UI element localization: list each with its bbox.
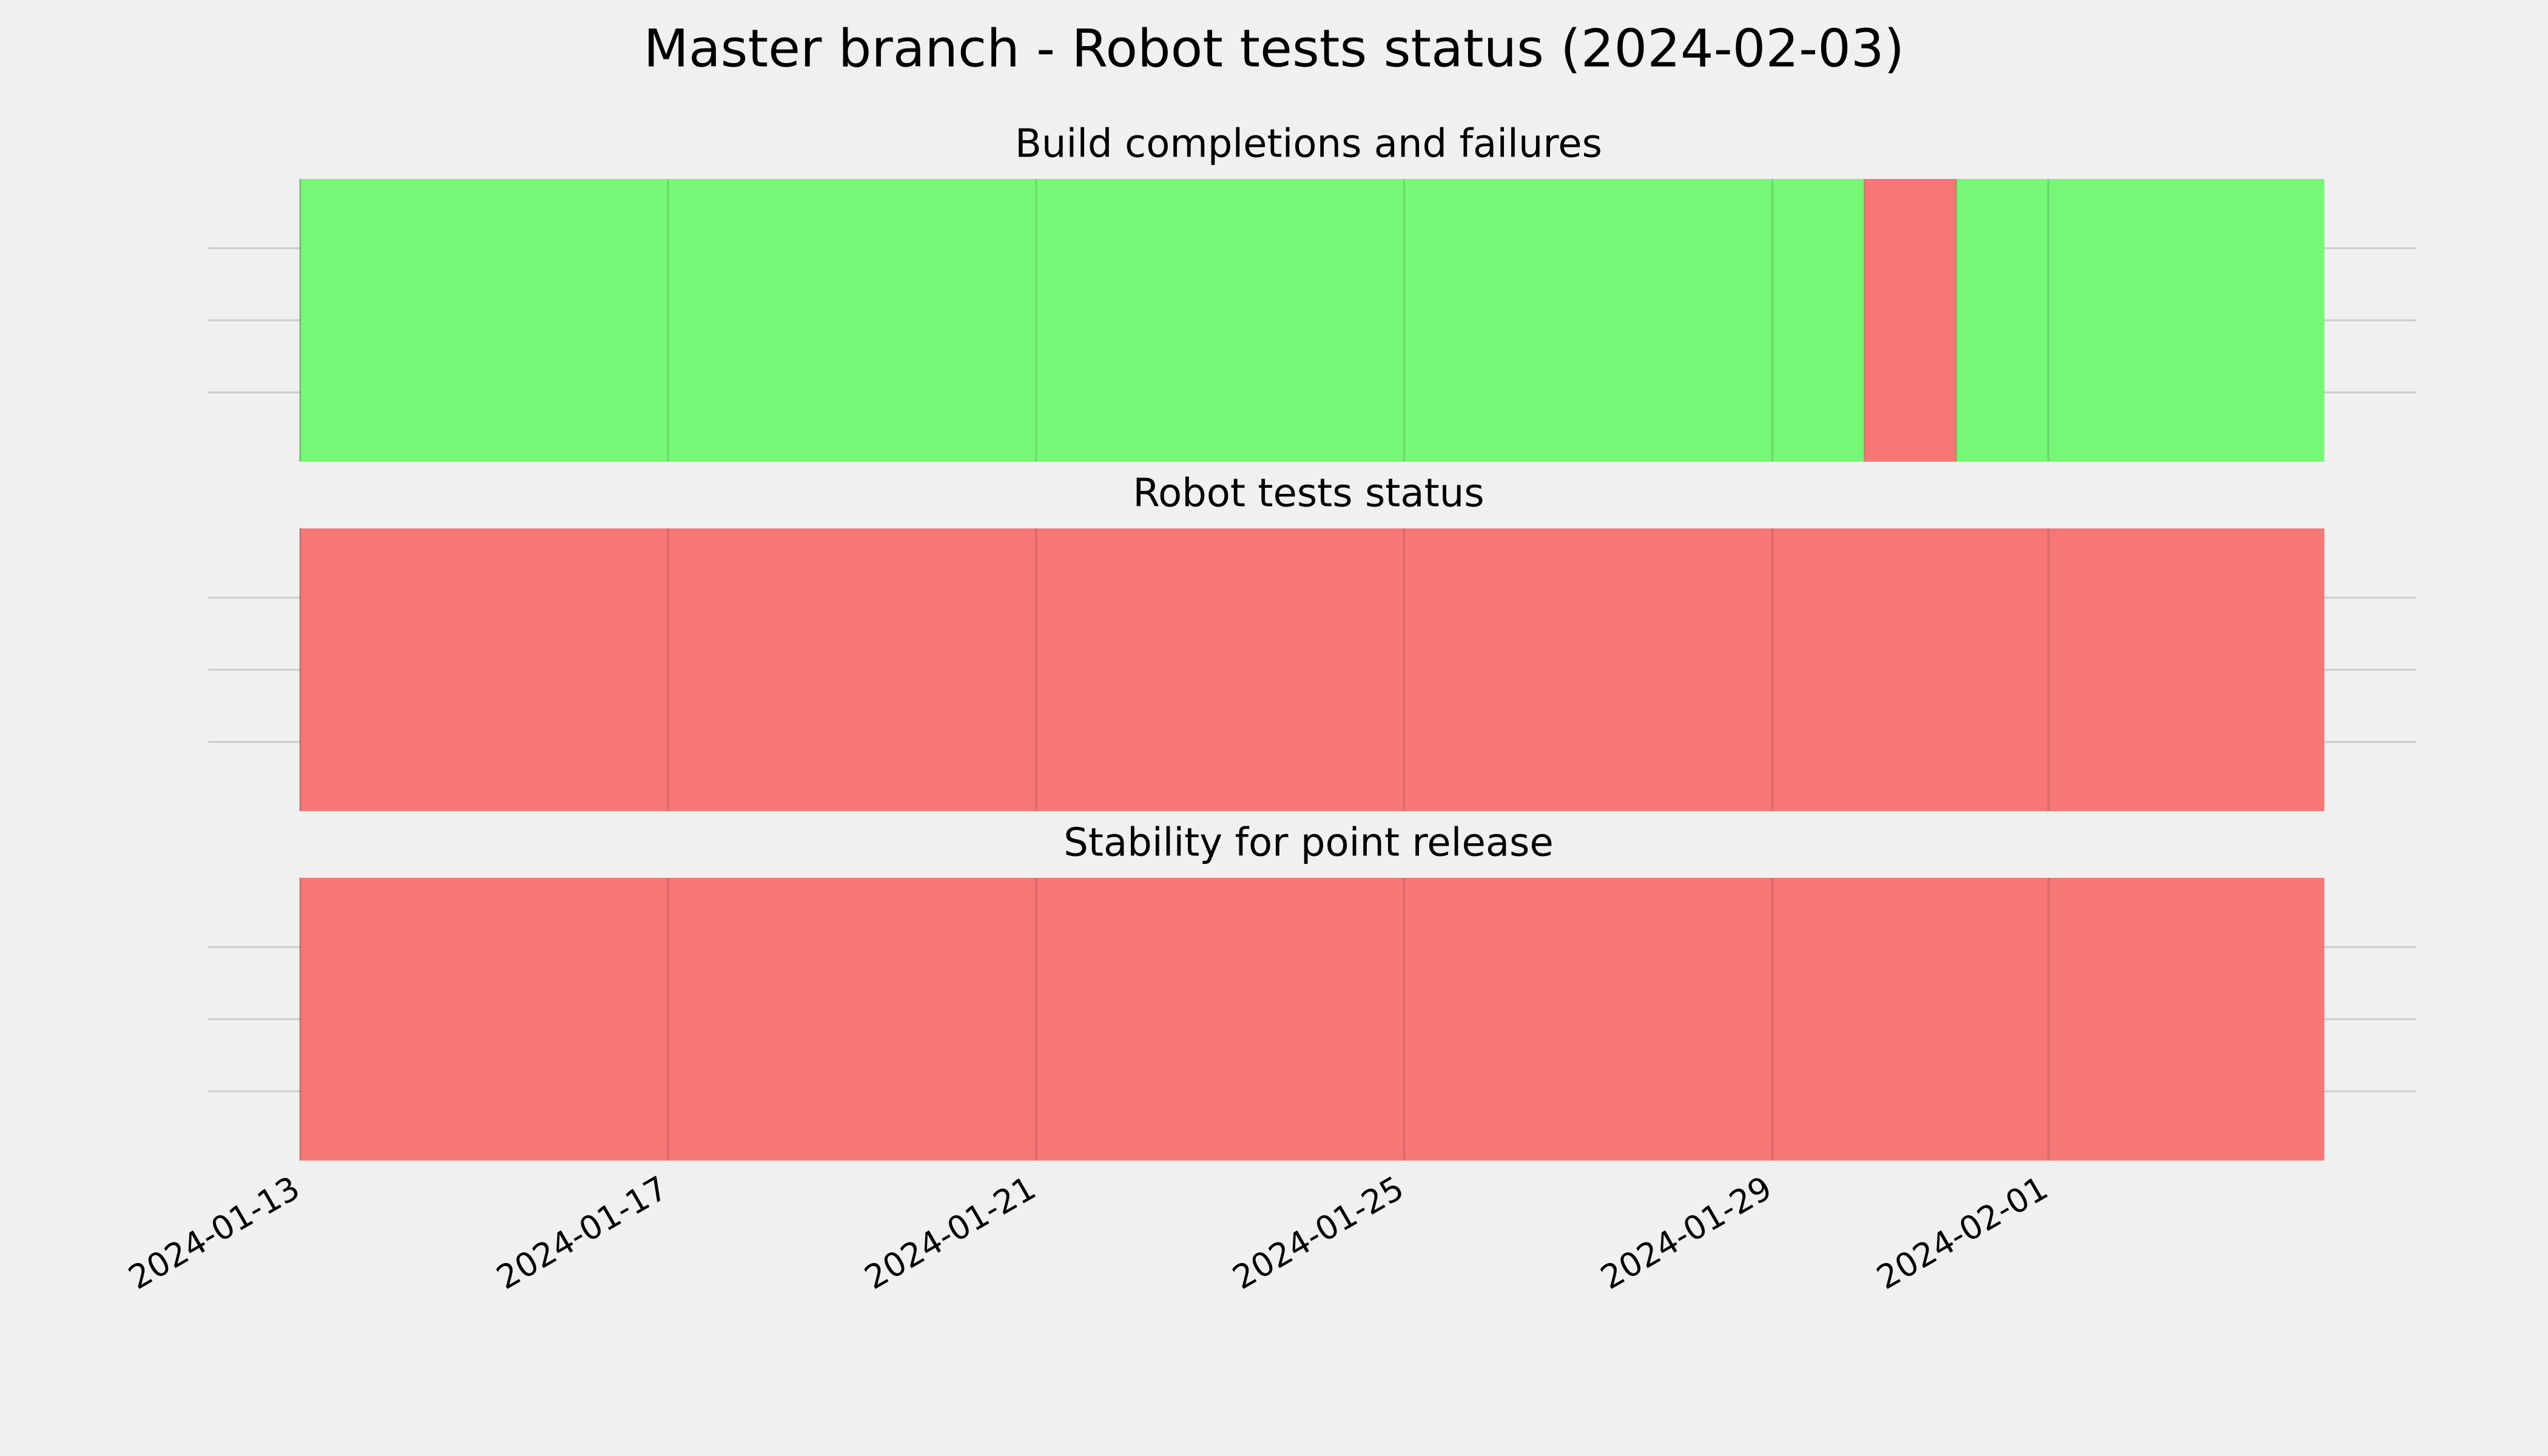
status-span	[300, 528, 2325, 811]
subplot-title: Stability for point release	[1063, 821, 1554, 866]
status-span	[300, 878, 2325, 1161]
subplot-title: Build completions and failures	[1015, 122, 1602, 167]
status-span	[1956, 179, 2325, 462]
figure-title: Master branch - Robot tests status (2024…	[644, 18, 1904, 79]
status-span	[1864, 179, 1956, 462]
status-span	[300, 179, 1864, 462]
subplot-title: Robot tests status	[1133, 471, 1484, 516]
